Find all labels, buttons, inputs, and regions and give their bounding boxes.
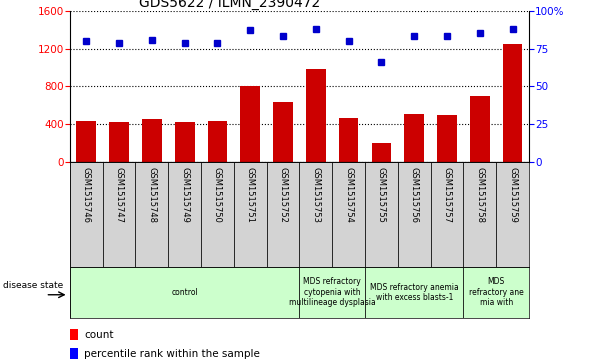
- Bar: [398, 162, 430, 267]
- Text: GDS5622 / ILMN_2390472: GDS5622 / ILMN_2390472: [139, 0, 320, 10]
- Bar: [70, 162, 103, 267]
- Bar: [430, 162, 463, 267]
- Text: percentile rank within the sample: percentile rank within the sample: [84, 349, 260, 359]
- Text: GSM1515746: GSM1515746: [82, 167, 91, 223]
- Text: GSM1515747: GSM1515747: [114, 167, 123, 223]
- Text: GSM1515755: GSM1515755: [377, 167, 386, 223]
- Text: count: count: [84, 330, 114, 340]
- Bar: [142, 119, 162, 162]
- Text: GSM1515757: GSM1515757: [443, 167, 452, 223]
- Bar: [109, 122, 129, 162]
- Bar: [207, 121, 227, 162]
- Text: GSM1515758: GSM1515758: [475, 167, 485, 223]
- Bar: [365, 162, 398, 267]
- Text: GSM1515754: GSM1515754: [344, 167, 353, 223]
- Bar: [300, 267, 365, 318]
- Bar: [371, 143, 392, 162]
- Text: GSM1515749: GSM1515749: [180, 167, 189, 223]
- Text: GSM1515752: GSM1515752: [278, 167, 288, 223]
- Bar: [175, 122, 195, 162]
- Bar: [365, 267, 463, 318]
- Bar: [496, 162, 529, 267]
- Bar: [273, 102, 293, 162]
- Text: GSM1515756: GSM1515756: [410, 167, 419, 223]
- Text: control: control: [171, 288, 198, 297]
- Bar: [136, 162, 168, 267]
- Bar: [234, 162, 267, 267]
- Bar: [339, 118, 359, 162]
- Text: MDS refractory
cytopenia with
multilineage dysplasia: MDS refractory cytopenia with multilinea…: [289, 277, 376, 307]
- Text: MDS refractory anemia
with excess blasts-1: MDS refractory anemia with excess blasts…: [370, 282, 458, 302]
- Bar: [437, 115, 457, 162]
- Text: GSM1515748: GSM1515748: [147, 167, 156, 223]
- Text: GSM1515750: GSM1515750: [213, 167, 222, 223]
- Text: disease state: disease state: [3, 281, 63, 290]
- Text: GSM1515759: GSM1515759: [508, 167, 517, 223]
- Bar: [404, 114, 424, 162]
- Bar: [201, 162, 234, 267]
- Bar: [103, 162, 136, 267]
- Bar: [70, 267, 299, 318]
- Bar: [503, 44, 522, 162]
- Text: GSM1515753: GSM1515753: [311, 167, 320, 223]
- Text: GSM1515751: GSM1515751: [246, 167, 255, 223]
- Bar: [332, 162, 365, 267]
- Bar: [463, 267, 529, 318]
- Bar: [267, 162, 300, 267]
- Bar: [300, 162, 332, 267]
- Text: MDS
refractory ane
mia with: MDS refractory ane mia with: [469, 277, 523, 307]
- Bar: [470, 95, 489, 162]
- Bar: [306, 69, 326, 162]
- Bar: [168, 162, 201, 267]
- Bar: [77, 121, 96, 162]
- Bar: [463, 162, 496, 267]
- Bar: [240, 86, 260, 162]
